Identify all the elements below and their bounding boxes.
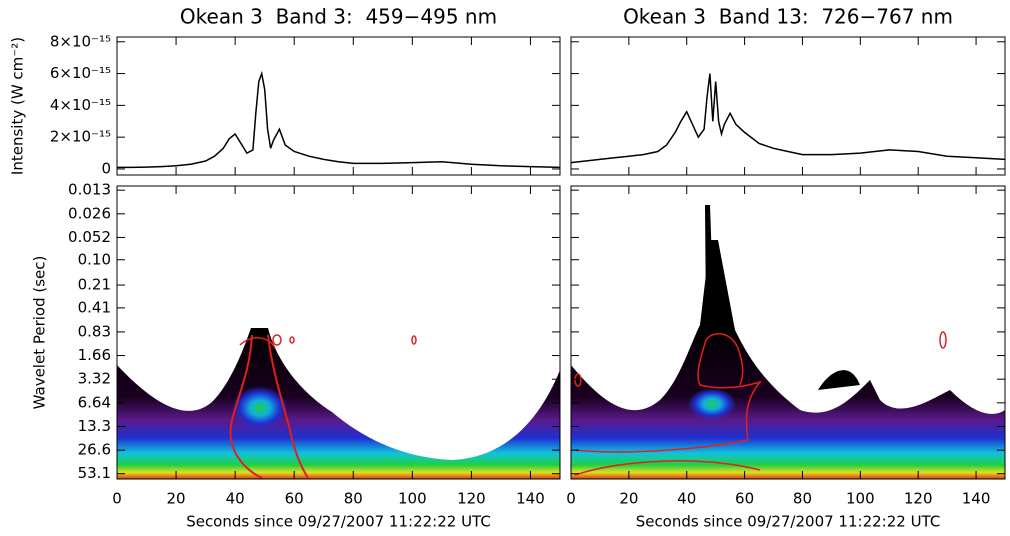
intensity-line	[117, 70, 561, 169]
x-tick-label: 60	[735, 490, 754, 508]
x-tick-label: 80	[793, 490, 812, 508]
x-tick-label: 100	[846, 490, 875, 508]
y-tick-label: 8×10⁻¹⁵	[50, 32, 111, 50]
wavelet-spectrum-right	[571, 205, 1005, 479]
x-tick-label: 40	[677, 490, 696, 508]
panel-title: Okean 3 Band 13: 726−767 nm	[623, 5, 953, 29]
y-tick-label: 2×10⁻¹⁵	[50, 128, 111, 146]
x-tick-label: 20	[167, 490, 186, 508]
y-tick-label: 0.83	[78, 322, 111, 340]
x-tick-label: 100	[398, 490, 427, 508]
x-tick-label: 120	[904, 490, 933, 508]
x-axis-label: Seconds since 09/27/2007 11:22:22 UTC	[636, 513, 941, 531]
y-tick-label: 4×10⁻¹⁵	[50, 96, 111, 114]
intensity-line	[570, 73, 1006, 164]
x-axis-label: Seconds since 09/27/2007 11:22:22 UTC	[186, 513, 491, 531]
y-tick-label: 0.21	[78, 276, 111, 294]
x-tick-label: 0	[566, 490, 576, 508]
plot-frame	[570, 36, 1006, 176]
plot-frame	[116, 36, 561, 176]
x-tick-label: 0	[112, 490, 122, 508]
y-tick-label: 0.052	[68, 228, 111, 246]
y-tick-label: 0	[101, 159, 111, 177]
x-tick-label: 20	[619, 490, 638, 508]
x-tick-label: 60	[285, 490, 304, 508]
y-tick-label: 26.6	[78, 441, 111, 459]
x-tick-label: 80	[344, 490, 363, 508]
y-tick-label: 0.41	[78, 298, 111, 316]
x-tick-label: 40	[226, 490, 245, 508]
x-tick-label: 140	[962, 490, 991, 508]
x-tick-label: 140	[516, 490, 545, 508]
plot-frame	[570, 185, 1006, 480]
y-tick-label: 0.013	[68, 181, 111, 199]
y-tick-label: 6×10⁻¹⁵	[50, 64, 111, 82]
panel-title: Okean 3 Band 3: 459−495 nm	[180, 5, 497, 29]
y-axis-label: Intensity (W cm⁻²)	[9, 37, 27, 175]
y-tick-label: 3.32	[78, 370, 111, 388]
y-tick-label: 0.026	[68, 204, 111, 222]
wavelet-spectrum-left	[117, 328, 560, 479]
y-tick-label: 0.10	[78, 250, 111, 268]
y-axis-label: Wavelet Period (sec)	[31, 256, 49, 410]
y-tick-label: 6.64	[78, 393, 111, 411]
x-tick-label: 120	[457, 490, 486, 508]
plot-frame	[116, 185, 561, 480]
y-tick-label: 13.3	[78, 417, 111, 435]
y-tick-label: 1.66	[78, 346, 111, 364]
y-tick-label: 53.1	[78, 464, 111, 482]
